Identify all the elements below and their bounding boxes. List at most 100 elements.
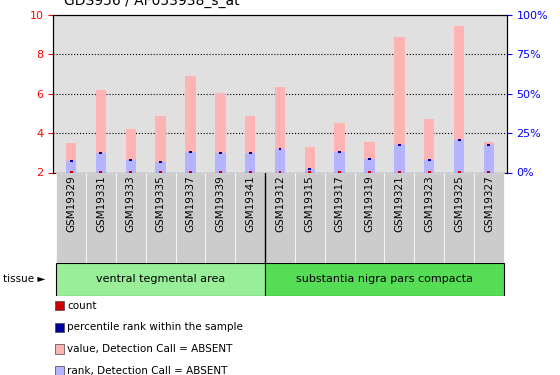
Bar — [454, 140, 464, 172]
Bar — [69, 160, 73, 162]
Bar — [56, 172, 86, 262]
Bar — [334, 152, 345, 172]
Bar — [265, 172, 295, 262]
Bar — [338, 151, 341, 153]
Bar — [189, 151, 192, 153]
Bar — [398, 171, 401, 172]
Bar — [275, 87, 285, 172]
Bar — [66, 143, 76, 172]
Text: ventral tegmental area: ventral tegmental area — [96, 274, 225, 284]
Text: GSM19323: GSM19323 — [424, 175, 434, 232]
Bar — [365, 159, 375, 172]
Bar — [156, 162, 166, 172]
Bar — [334, 123, 345, 172]
Bar — [185, 152, 195, 172]
Text: GSM19335: GSM19335 — [156, 175, 166, 232]
Text: tissue ►: tissue ► — [3, 274, 45, 284]
Bar — [454, 26, 464, 172]
Text: substantia nigra pars compacta: substantia nigra pars compacta — [296, 274, 473, 284]
Bar — [116, 172, 146, 262]
Bar — [206, 172, 235, 262]
Bar — [487, 171, 491, 172]
Bar — [86, 172, 116, 262]
Bar — [249, 171, 251, 172]
Text: GSM19327: GSM19327 — [484, 175, 494, 232]
Text: rank, Detection Call = ABSENT: rank, Detection Call = ABSENT — [67, 366, 227, 375]
Bar — [487, 144, 491, 146]
Bar — [100, 152, 102, 154]
Bar — [129, 159, 132, 160]
Bar — [458, 139, 460, 141]
Bar — [394, 37, 404, 172]
Bar — [368, 171, 371, 172]
Bar — [245, 116, 255, 172]
Bar — [295, 172, 325, 262]
Text: GSM19317: GSM19317 — [335, 175, 345, 232]
Bar — [484, 142, 494, 172]
Text: GSM19337: GSM19337 — [185, 175, 195, 232]
Bar — [338, 171, 341, 172]
Bar — [394, 145, 404, 172]
Bar — [309, 171, 311, 172]
Bar — [325, 172, 354, 262]
Bar — [125, 160, 136, 172]
Bar — [474, 172, 504, 262]
Bar — [219, 152, 222, 154]
Text: GSM19339: GSM19339 — [215, 175, 225, 232]
Text: GSM19333: GSM19333 — [126, 175, 136, 232]
Bar — [215, 93, 226, 172]
Bar — [96, 90, 106, 172]
Bar — [265, 262, 504, 296]
Bar — [156, 116, 166, 172]
Text: GSM19315: GSM19315 — [305, 175, 315, 232]
Bar — [159, 171, 162, 172]
Bar — [444, 172, 474, 262]
Bar — [309, 168, 311, 170]
Text: value, Detection Call = ABSENT: value, Detection Call = ABSENT — [67, 344, 232, 354]
Bar — [484, 145, 494, 172]
Bar — [159, 160, 162, 163]
Bar — [235, 172, 265, 262]
Text: GDS956 / AF053938_s_at: GDS956 / AF053938_s_at — [64, 0, 240, 8]
Bar — [398, 144, 401, 146]
Bar — [305, 147, 315, 172]
Bar — [368, 158, 371, 160]
Bar — [66, 160, 76, 172]
Bar — [385, 172, 414, 262]
Text: GSM19329: GSM19329 — [66, 175, 76, 232]
Text: GSM19325: GSM19325 — [454, 175, 464, 232]
Bar — [56, 262, 265, 296]
Bar — [278, 148, 282, 150]
Bar — [96, 153, 106, 173]
Bar — [249, 152, 251, 154]
Bar — [245, 153, 255, 173]
Bar — [100, 171, 102, 172]
Bar — [125, 129, 136, 173]
Bar — [424, 160, 435, 172]
Bar — [354, 172, 385, 262]
Text: count: count — [67, 301, 97, 310]
Bar — [215, 153, 226, 173]
Bar — [175, 172, 206, 262]
Bar — [458, 171, 460, 172]
Bar — [189, 171, 192, 172]
Bar — [219, 171, 222, 172]
Bar — [129, 171, 132, 172]
Bar — [185, 76, 195, 172]
Bar — [428, 171, 431, 172]
Bar — [69, 171, 73, 172]
Text: GSM19341: GSM19341 — [245, 175, 255, 232]
Text: GSM19331: GSM19331 — [96, 175, 106, 232]
Bar — [146, 172, 175, 262]
Bar — [275, 149, 285, 172]
Text: GSM19321: GSM19321 — [394, 175, 404, 232]
Bar — [414, 172, 444, 262]
Text: GSM19312: GSM19312 — [275, 175, 285, 232]
Bar — [278, 171, 282, 172]
Text: GSM19319: GSM19319 — [365, 175, 375, 232]
Bar — [305, 169, 315, 172]
Text: percentile rank within the sample: percentile rank within the sample — [67, 322, 243, 332]
Bar — [424, 119, 435, 172]
Bar — [365, 142, 375, 172]
Bar — [428, 159, 431, 160]
